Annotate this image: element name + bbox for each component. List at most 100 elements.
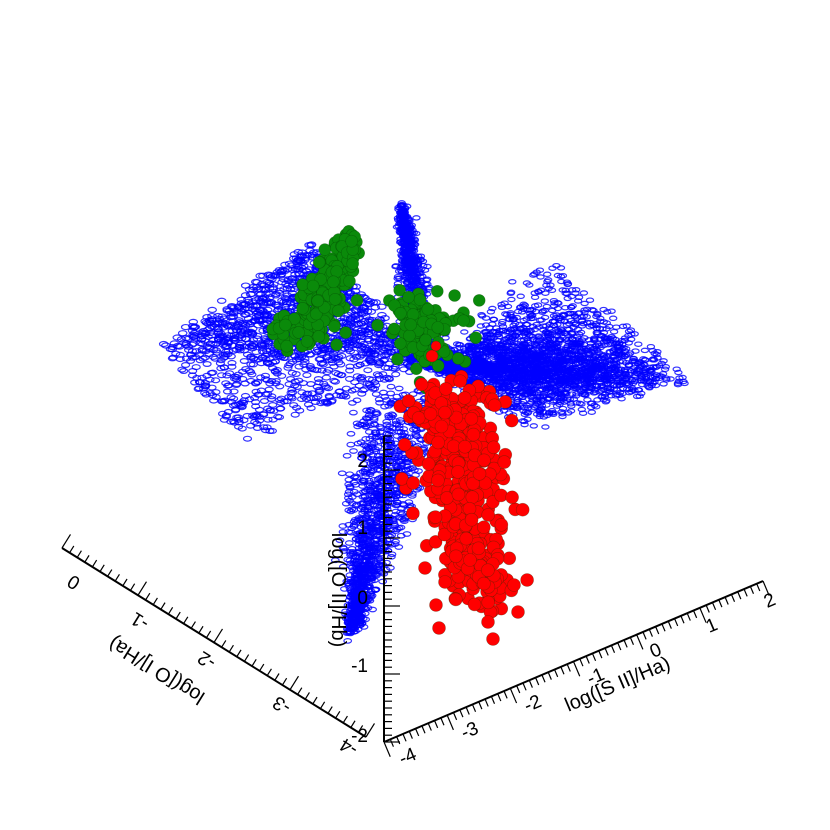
data-point (213, 328, 224, 335)
data-point (599, 319, 609, 325)
data-point (262, 377, 272, 384)
data-point (345, 363, 355, 370)
data-point (290, 382, 300, 389)
data-point (308, 249, 319, 256)
data-point (217, 313, 227, 320)
data-point (306, 241, 317, 248)
data-point (666, 376, 675, 382)
data-point (329, 377, 339, 384)
data-point (342, 452, 352, 459)
data-point (256, 360, 266, 367)
data-point (238, 368, 248, 375)
data-point (315, 356, 326, 363)
data-point (241, 311, 251, 318)
data-point (292, 404, 302, 411)
data-point (359, 386, 370, 393)
data-point (190, 335, 201, 342)
data-point (301, 396, 312, 403)
data-point (357, 351, 367, 359)
data-point (583, 397, 592, 403)
data-point (229, 388, 239, 395)
data-point (350, 379, 360, 386)
data-point (239, 417, 249, 424)
data-point (268, 284, 278, 291)
data-point (277, 372, 287, 379)
data-point (333, 355, 343, 362)
data-point (229, 331, 240, 338)
data-point (376, 303, 387, 310)
data-point (391, 371, 401, 378)
data-point (272, 269, 283, 276)
data-point (578, 410, 588, 416)
data-point (369, 334, 379, 341)
data-point (292, 265, 302, 272)
data-point (207, 316, 217, 323)
data-point (213, 312, 223, 320)
data-point (276, 399, 286, 406)
data-point (302, 372, 312, 379)
data-point (176, 336, 187, 343)
data-point (355, 361, 365, 368)
data-point (587, 409, 597, 415)
data-point (370, 304, 381, 311)
data-point (356, 320, 367, 327)
data-point (265, 428, 275, 435)
data-point (193, 386, 203, 393)
data-point (238, 399, 249, 406)
data-point (412, 215, 421, 221)
data-point (221, 348, 231, 355)
data-point (558, 405, 568, 412)
data-point (304, 351, 315, 358)
data-point (208, 369, 218, 376)
data-point (382, 349, 393, 356)
data-point (576, 329, 586, 336)
data-point (497, 304, 507, 311)
data-point (306, 381, 316, 388)
data-point (227, 359, 237, 366)
data-point (349, 448, 358, 454)
data-point (254, 317, 265, 324)
data-point (365, 355, 376, 362)
data-point (158, 340, 169, 348)
data-point (379, 389, 388, 396)
data-point (202, 361, 212, 368)
data-point (259, 424, 269, 431)
data-point (240, 392, 251, 399)
data-point (540, 298, 550, 304)
data-point (363, 335, 374, 343)
data-point (278, 276, 289, 283)
data-point (222, 388, 233, 395)
data-point (612, 324, 621, 330)
data-point (266, 300, 276, 307)
data-point (276, 405, 286, 412)
data-point (211, 377, 221, 384)
data-point (246, 361, 256, 368)
data-point (216, 297, 227, 304)
data-point (529, 423, 539, 429)
data-point (399, 366, 409, 373)
data-point (380, 364, 390, 371)
data-point (237, 425, 247, 432)
data-point (262, 306, 273, 314)
data-point (210, 355, 220, 362)
data-point (188, 331, 198, 338)
data-point (324, 366, 334, 373)
data-point (579, 290, 589, 296)
data-point (378, 578, 388, 585)
data-point (352, 373, 362, 380)
data-point (200, 329, 211, 337)
data-point (239, 358, 249, 365)
data-point (234, 317, 244, 324)
data-point (257, 344, 268, 352)
data-point (360, 344, 370, 351)
data-point (284, 260, 295, 267)
data-point (168, 354, 178, 361)
data-point (314, 388, 324, 395)
data-point (218, 410, 228, 417)
data-point (224, 370, 235, 377)
data-point (507, 296, 516, 303)
data-point (609, 315, 618, 322)
data-point (231, 382, 241, 389)
data-point (240, 292, 251, 299)
data-point (230, 337, 240, 344)
